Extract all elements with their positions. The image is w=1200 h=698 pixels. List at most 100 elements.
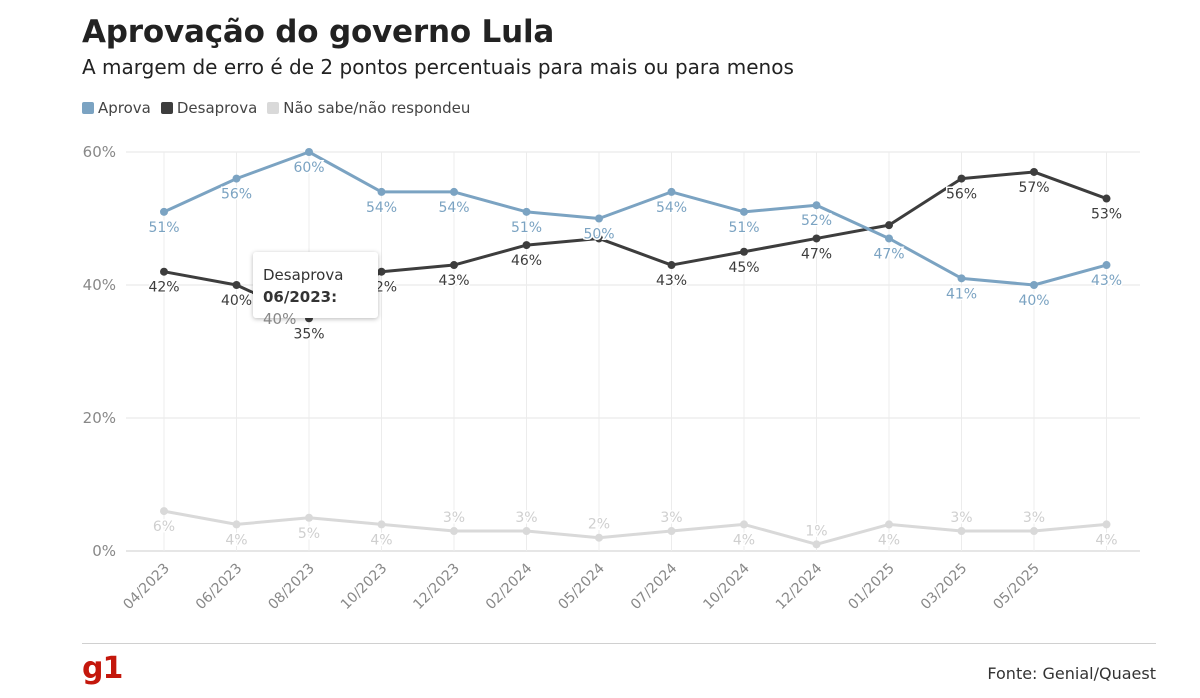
- y-tick-label: 20%: [83, 409, 116, 427]
- data-label: 4%: [1095, 532, 1117, 548]
- data-label: 60%: [293, 160, 324, 176]
- data-point: [232, 520, 241, 529]
- footer-divider: [82, 643, 1156, 644]
- data-point: [377, 267, 386, 276]
- data-label: 54%: [366, 200, 397, 216]
- data-labels: 6%4% 5% 4%3% 3% 2% 3%4%1%4%3% 3%4%42%40%35%42%…: [147, 159, 1124, 550]
- data-label: 3%: [515, 510, 537, 526]
- data-point: [740, 520, 748, 529]
- x-tick-label: 10/2023: [338, 561, 390, 613]
- data-point: [812, 540, 821, 549]
- data-label: 3%: [443, 510, 465, 526]
- data-point: [1030, 527, 1038, 536]
- data-label: 4%: [225, 532, 247, 548]
- data-label: 4%: [370, 532, 392, 548]
- data-label: 42%: [148, 280, 179, 296]
- data-point: [812, 234, 821, 243]
- data-point: [885, 221, 893, 230]
- legend-swatch-aprova: [82, 102, 94, 114]
- g1-logo[interactable]: g1: [82, 651, 123, 686]
- data-point: [957, 274, 966, 283]
- data-label: 54%: [438, 200, 469, 216]
- tooltip-row: 06/2023: 40%: [263, 286, 368, 330]
- x-tick-label: 07/2024: [628, 560, 681, 613]
- data-label: 52%: [801, 213, 832, 229]
- series-lines: [160, 148, 1111, 549]
- data-label: 51%: [148, 220, 179, 236]
- data-label: 41%: [946, 286, 977, 302]
- data-point: [305, 148, 313, 156]
- data-label: 56%: [221, 187, 252, 203]
- x-tick-label: 01/2025: [845, 561, 897, 613]
- data-label: 56%: [946, 187, 977, 203]
- data-point: [740, 207, 748, 216]
- data-label: 54%: [656, 200, 687, 216]
- data-label: 1%: [805, 523, 827, 539]
- data-label: 40%: [221, 293, 252, 309]
- data-point: [667, 261, 676, 270]
- data-point: [232, 174, 241, 183]
- data-label: 45%: [728, 260, 759, 276]
- x-tick-label: 10/2024: [700, 560, 753, 613]
- data-label: 57%: [1018, 180, 1049, 196]
- data-point: [377, 520, 386, 529]
- data-point: [232, 281, 241, 289]
- data-point: [377, 187, 386, 196]
- legend-item-nao-sabe[interactable]: Não sabe/não respondeu: [267, 99, 470, 117]
- data-point: [160, 207, 168, 216]
- data-point: [1030, 167, 1038, 176]
- data-label: 40%: [1018, 293, 1049, 309]
- series-line: [162, 150, 1108, 287]
- data-point: [1030, 281, 1038, 289]
- x-tick-label: 05/2024: [555, 560, 608, 613]
- data-label: 3%: [660, 510, 682, 526]
- data-label: 3%: [950, 510, 972, 526]
- data-point: [1102, 261, 1111, 270]
- data-label: 47%: [873, 246, 904, 262]
- y-tick-label: 0%: [92, 542, 116, 560]
- data-label: 4%: [878, 532, 900, 548]
- x-tick-label: 08/2023: [265, 561, 317, 613]
- data-point: [595, 533, 603, 542]
- legend-item-desaprova[interactable]: Desaprova: [160, 99, 258, 117]
- data-point: [450, 187, 458, 196]
- data-label: 51%: [728, 220, 759, 236]
- x-tick-label: 06/2023: [193, 561, 245, 613]
- data-point: [957, 527, 966, 536]
- data-label: 47%: [801, 246, 832, 262]
- data-label: 46%: [511, 253, 542, 269]
- data-label: 35%: [293, 326, 324, 342]
- data-point: [595, 234, 603, 243]
- legend: Aprova Desaprova Não sabe/não respondeu: [82, 99, 470, 117]
- legend-item-aprova[interactable]: Aprova: [82, 99, 151, 117]
- data-label: 43%: [438, 273, 469, 289]
- data-point: [522, 207, 531, 216]
- x-tick-label: 03/2025: [918, 561, 970, 613]
- tooltip-series: Desaprova: [263, 266, 344, 284]
- y-tick-label: 40%: [83, 276, 116, 294]
- data-label: 2%: [588, 517, 610, 533]
- data-label: 43%: [656, 273, 687, 289]
- data-label: 50%: [583, 227, 614, 243]
- data-point: [885, 234, 893, 243]
- x-tick-label: 12/2024: [773, 560, 826, 613]
- legend-swatch-desaprova: [160, 102, 173, 114]
- data-point: [885, 520, 893, 529]
- legend-label-desaprova: Desaprova: [176, 99, 258, 117]
- data-point: [1102, 520, 1111, 529]
- data-point: [812, 201, 821, 210]
- data-point: [450, 527, 458, 536]
- data-label: 3%: [1023, 510, 1045, 526]
- tooltip-date: 06/2023:: [263, 288, 338, 306]
- data-point: [957, 174, 966, 183]
- x-tick-label: 12/2023: [410, 561, 462, 613]
- data-label: 43%: [1091, 273, 1122, 289]
- x-tick-label: 05/2025: [990, 561, 1042, 613]
- data-point: [522, 527, 531, 536]
- data-point: [667, 527, 676, 536]
- data-point: [1102, 194, 1111, 203]
- legend-swatch-nao-sabe: [267, 102, 280, 114]
- data-label: 53%: [1091, 207, 1122, 223]
- data-label: 51%: [511, 220, 542, 236]
- data-point: [667, 187, 676, 196]
